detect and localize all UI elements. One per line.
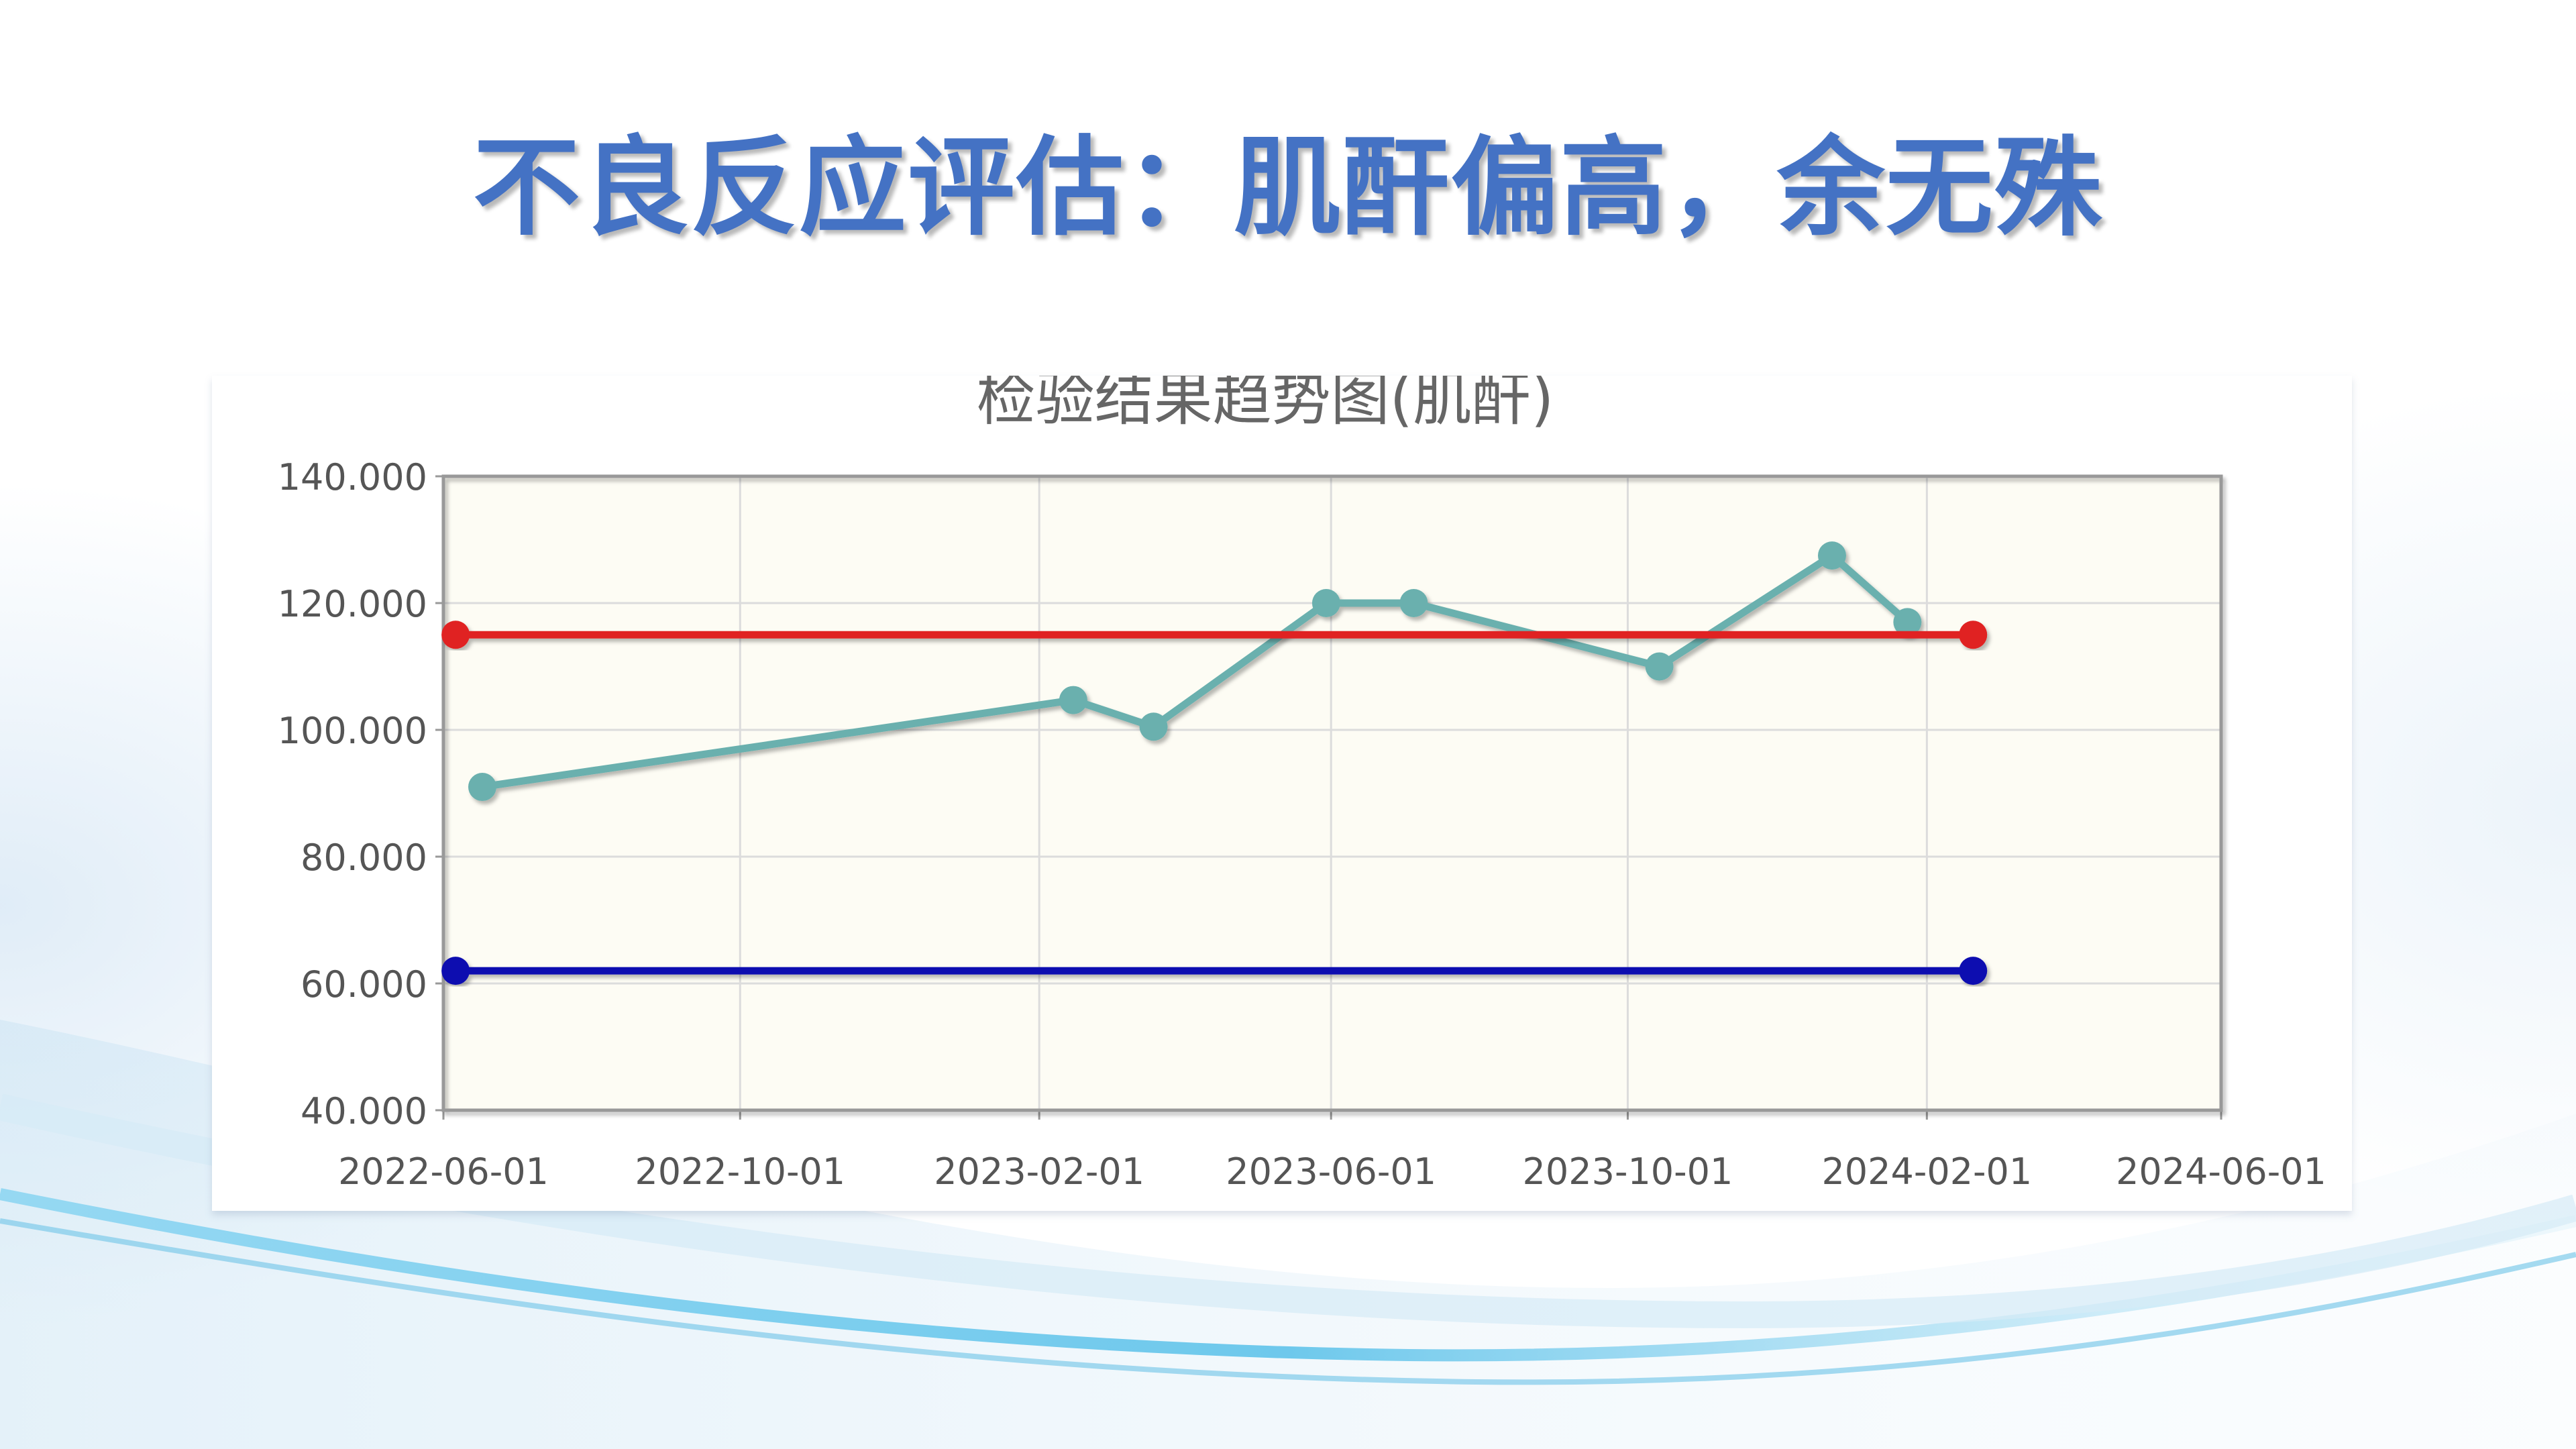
y-tick-label: 120.000 [278,583,427,625]
x-tick-label: 2022-06-01 [338,1150,549,1193]
chart-title: 检验结果趋势图(肌酐) [977,376,1554,433]
x-tick-label: 2024-02-01 [1821,1150,2032,1193]
data-point [1959,957,1988,985]
x-tick-label: 2022-10-01 [635,1150,845,1193]
y-tick-label: 40.000 [301,1090,427,1132]
data-point [1059,686,1087,714]
data-point [1893,608,1922,637]
creatinine-trend-chart: 检验结果趋势图(肌酐) 140.000 120.000 100.000 80.000 6… [278,376,2326,1193]
data-point [1311,589,1340,617]
x-tick-label: 2023-02-01 [934,1150,1144,1193]
x-tick-label: 2023-10-01 [1523,1150,1733,1193]
y-tick-label: 80.000 [301,837,427,879]
plot-area [443,476,2221,1110]
data-point [468,773,497,802]
creatinine-series [468,541,1922,802]
y-tick-label: 100.000 [278,710,427,752]
data-point [1817,541,1846,570]
lower-limit-series [441,957,1988,985]
data-point [1645,652,1674,681]
data-point [1139,712,1168,741]
data-point [441,621,470,649]
x-tick-label: 2023-06-01 [1226,1150,1436,1193]
data-point [441,957,470,985]
x-tick-label: 2024-06-01 [2116,1150,2326,1193]
chart-panel: 检验结果趋势图(肌酐) 140.000 120.000 100.000 80.000 6… [212,376,2352,1211]
y-tick-label: 140.000 [278,456,427,498]
y-tick-label: 60.000 [301,963,427,1006]
data-point [1399,589,1428,617]
data-point [1959,621,1988,649]
plot-border [441,474,2223,1112]
slide-title: 不良反应评估：肌酐偏高，余无殊 [472,125,2103,250]
upper-limit-series [441,621,1988,649]
